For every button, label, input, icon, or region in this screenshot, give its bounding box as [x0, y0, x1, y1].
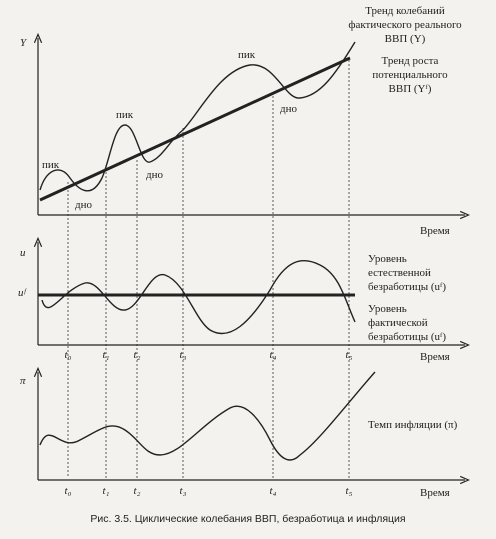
trend-label: фактического реального	[348, 19, 462, 31]
trend-label: потенциального	[372, 69, 448, 81]
trough-label: дно	[75, 199, 92, 211]
natural-label: безработицы (uᶠ)	[368, 281, 446, 293]
trend-label: ВВП (Y)	[385, 33, 426, 45]
natural-label: естественной	[368, 267, 431, 279]
time-label: t₁	[103, 349, 110, 361]
x-label: Время	[420, 487, 450, 499]
trough-label: дно	[146, 169, 163, 181]
axis-label: uᶠ	[18, 287, 28, 299]
trend-label: Тренд колебаний	[365, 5, 445, 17]
inflation-curve	[39, 371, 376, 461]
trend-label: ВВП (Yᶠ)	[389, 83, 432, 95]
x-label: Время	[420, 351, 450, 363]
unemployment-curve	[41, 260, 356, 335]
peak-label: пик	[42, 159, 60, 171]
caption: Рис. 3.5. Циклические колебания ВВП, без…	[90, 513, 405, 525]
actual-label: безработицы (uᶠ)	[368, 331, 446, 343]
actual-label: Уровень	[368, 303, 407, 315]
trough-label: дно	[280, 103, 297, 115]
trend-label: Тренд роста	[382, 55, 439, 67]
axis-label: π	[20, 375, 26, 387]
time-label: t₀	[65, 349, 72, 361]
peak-label: пик	[116, 109, 134, 121]
potential-trend	[39, 56, 351, 202]
time-label: t₀	[65, 485, 72, 497]
natural-label: Уровень	[368, 253, 407, 265]
time-label: t₁	[103, 485, 110, 497]
time-label: t₂	[134, 349, 141, 361]
time-label: t₅	[346, 485, 353, 497]
axis-label: u	[20, 247, 26, 259]
time-label: t₄	[270, 349, 277, 361]
time-label: t₅	[346, 349, 353, 361]
time-label: t₃	[180, 349, 187, 361]
gdp-curve	[39, 41, 356, 192]
time-label: t₄	[270, 485, 277, 497]
actual-label: фактической	[368, 317, 428, 329]
x-label: Время	[420, 225, 450, 237]
time-label: t₂	[134, 485, 141, 497]
axis-label: Y	[20, 37, 28, 49]
time-label: t₃	[180, 485, 187, 497]
peak-label: пик	[238, 49, 256, 61]
inflation-label: Темп инфляции (π)	[368, 419, 458, 431]
